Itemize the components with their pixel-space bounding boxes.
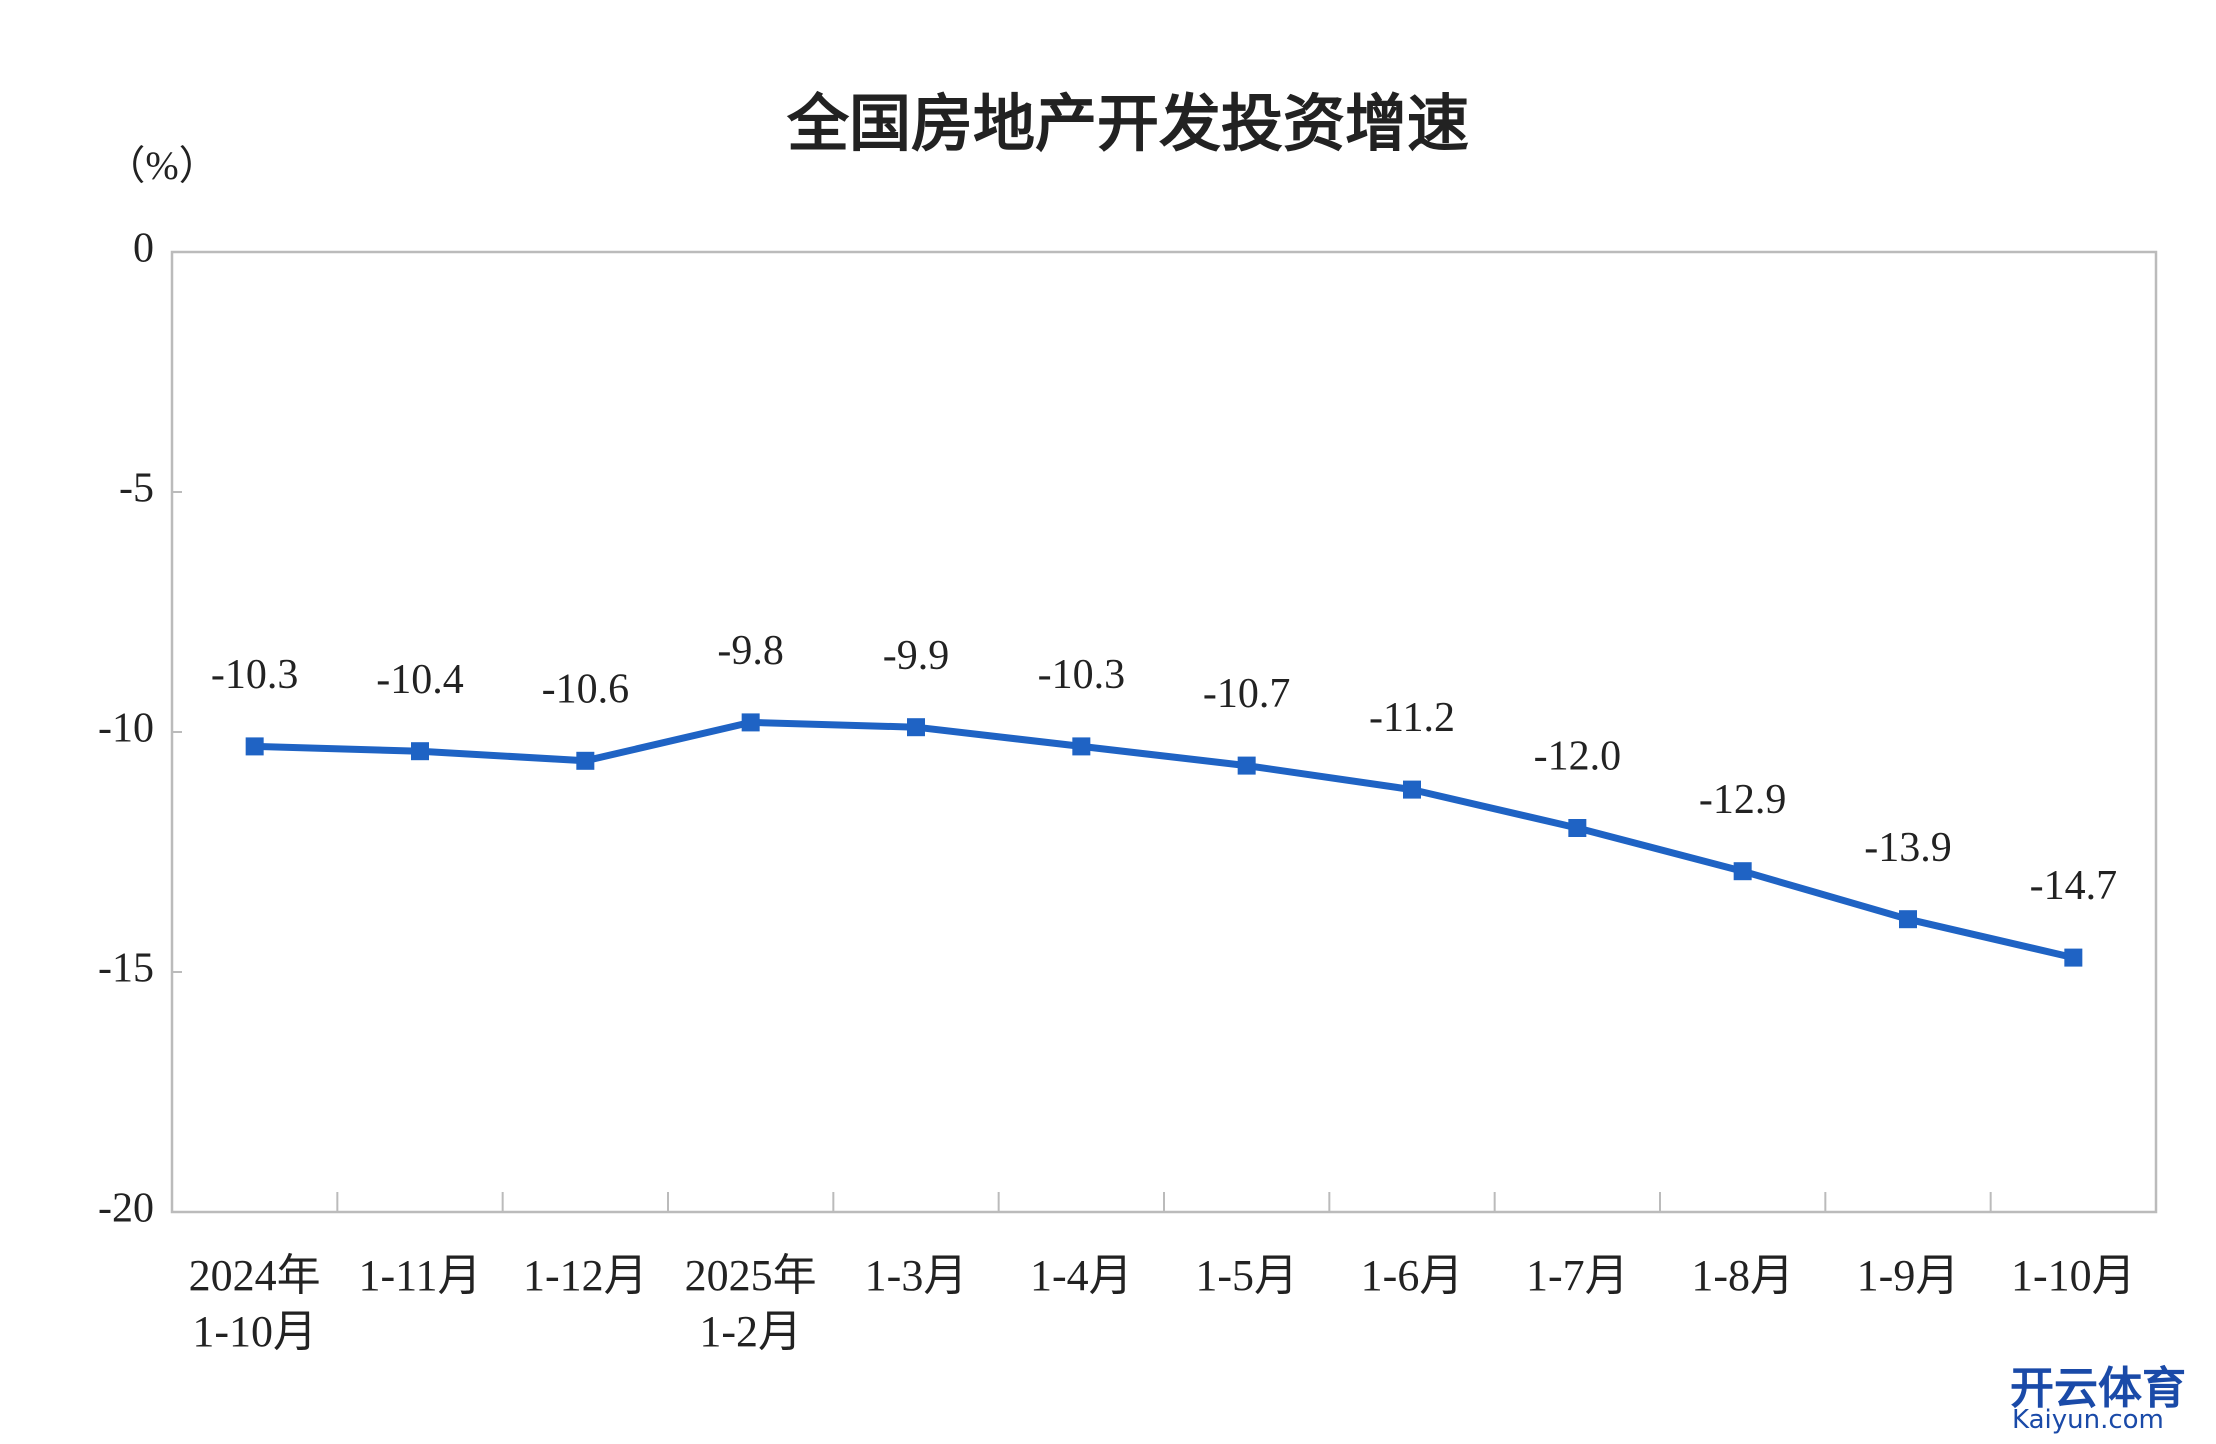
data-label: -10.3 [1038, 652, 1126, 698]
watermark-site: Kaiyun.com [2012, 1405, 2164, 1435]
x-tick-label: 1-4月 [1030, 1251, 1133, 1300]
marker [1568, 819, 1587, 837]
data-label: -10.4 [376, 657, 464, 703]
x-tick-label: 1-8月 [1691, 1251, 1794, 1300]
x-tick-label: 1-5月 [1195, 1251, 1298, 1300]
y-tick-label: -15 [98, 946, 154, 992]
marker [245, 737, 264, 756]
data-label: -9.8 [717, 628, 784, 674]
y-tick-label: 0 [133, 226, 154, 272]
x-tick-label: 1-7月 [1526, 1251, 1629, 1300]
marker [1733, 862, 1752, 881]
marker [2064, 948, 2083, 967]
unit-label: （%） [105, 143, 218, 188]
x-tick-label: 1-10月 [2011, 1251, 2136, 1300]
data-label: -14.7 [2030, 863, 2118, 909]
data-label: -12.0 [1534, 734, 1622, 780]
x-tick-label: 1-6月 [1360, 1251, 1464, 1300]
data-label: -10.3 [211, 652, 299, 698]
x-tick-label: 1-12月 [523, 1251, 648, 1300]
data-label: -10.7 [1203, 671, 1291, 717]
chart-title: 全国房地产开发投资增速 [786, 87, 1469, 160]
plot-frame [170, 250, 2158, 1214]
y-tick-label: -20 [98, 1186, 154, 1232]
marker [1899, 910, 1917, 929]
marker [411, 742, 429, 761]
marker [907, 718, 925, 737]
x-tick-label: 1-9月 [1856, 1251, 1960, 1300]
x-tick-label: 2025年 1-2月 [684, 1251, 817, 1356]
data-label: -10.6 [542, 666, 630, 712]
marker [1403, 780, 1421, 799]
x-tick-label: 2024年 1-10月 [188, 1251, 321, 1356]
y-tick-label: -10 [98, 706, 154, 752]
marker [1237, 756, 1256, 775]
data-label: -11.2 [1369, 695, 1455, 741]
marker [1072, 737, 1091, 756]
data-label: -13.9 [1864, 825, 1952, 871]
data-label: -9.9 [883, 633, 950, 679]
watermark-brand: 开云体育 [2010, 1363, 2186, 1414]
marker [576, 751, 595, 770]
x-tick-label: 1-3月 [864, 1251, 968, 1300]
x-tick-label: 1-11月 [358, 1251, 482, 1300]
line [254, 718, 2075, 962]
marker [741, 713, 760, 732]
data-label: -12.9 [1699, 777, 1787, 823]
y-tick-label: -5 [119, 466, 154, 512]
